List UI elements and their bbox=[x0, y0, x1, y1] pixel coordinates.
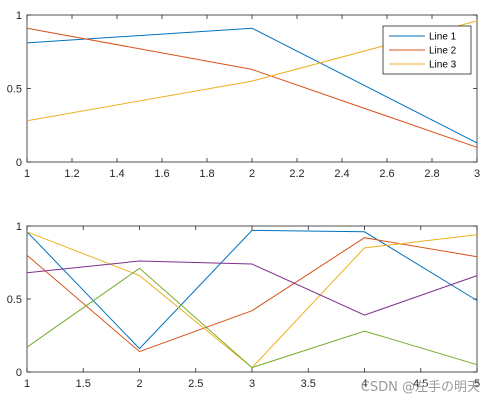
x-tick-label: 4.5 bbox=[413, 378, 428, 390]
x-tick-label: 2 bbox=[249, 168, 255, 180]
x-tick-label: 2.6 bbox=[379, 168, 394, 180]
y-tick-label: 0.5 bbox=[7, 84, 22, 96]
x-tick-label: 1 bbox=[24, 168, 30, 180]
x-tick-label: 4 bbox=[361, 378, 367, 390]
x-tick-label: 1.5 bbox=[76, 378, 91, 390]
y-tick-label: 0.5 bbox=[7, 294, 22, 306]
x-tick-label: 2 bbox=[136, 378, 142, 390]
x-tick-label: 1.6 bbox=[154, 168, 169, 180]
y-tick-label: 1 bbox=[16, 10, 22, 22]
series-line-5 bbox=[26, 267, 478, 369]
legend-label-1: Line 1 bbox=[429, 32, 457, 43]
legend-label-3: Line 3 bbox=[429, 60, 457, 71]
x-tick-label: 3.5 bbox=[301, 378, 316, 390]
x-tick-label: 1 bbox=[24, 378, 30, 390]
legend: Line 1 Line 2 Line 3 bbox=[382, 25, 472, 75]
bottom-axes: 1 1.5 2 2.5 3 3.5 4 4.5 5 0 0.5 1 bbox=[7, 221, 480, 390]
legend-label-2: Line 2 bbox=[429, 46, 457, 57]
x-tick-label: 2.5 bbox=[188, 378, 203, 390]
x-tick-label: 1.4 bbox=[109, 168, 124, 180]
y-tick-label: 0 bbox=[16, 367, 22, 379]
series-line-4 bbox=[26, 260, 478, 316]
x-tick-label: 2.8 bbox=[424, 168, 439, 180]
series-line-2 bbox=[26, 237, 478, 353]
series-line-1 bbox=[26, 27, 478, 144]
x-tick-label: 5 bbox=[474, 378, 480, 390]
x-tick-label: 1.2 bbox=[64, 168, 79, 180]
x-tick-label: 3 bbox=[249, 378, 255, 390]
x-tick-label: 3 bbox=[474, 168, 480, 180]
y-tick-label: 1 bbox=[16, 221, 22, 233]
x-tick-label: 1.8 bbox=[199, 168, 214, 180]
y-tick-label: 0 bbox=[16, 157, 22, 169]
x-tick-label: 2.2 bbox=[289, 168, 304, 180]
x-tick-label: 2.4 bbox=[334, 168, 349, 180]
series-line-2 bbox=[26, 27, 478, 148]
series-line-1 bbox=[26, 229, 478, 350]
watermark-text: CSDN @左手の明天 bbox=[360, 380, 480, 395]
